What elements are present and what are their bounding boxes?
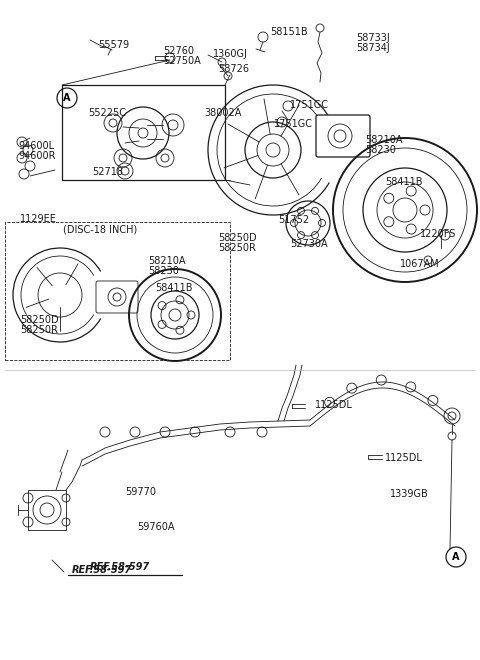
Text: REF.58-597: REF.58-597	[90, 562, 150, 572]
Text: 52718: 52718	[92, 167, 123, 177]
Text: 94600R: 94600R	[18, 151, 56, 161]
Text: 52750A: 52750A	[163, 56, 201, 66]
Text: 58250D: 58250D	[218, 233, 257, 243]
Text: 55579: 55579	[98, 40, 129, 50]
FancyBboxPatch shape	[316, 115, 370, 157]
Text: 1125DL: 1125DL	[385, 453, 423, 463]
Text: 58151B: 58151B	[270, 27, 308, 37]
Text: 1129EE: 1129EE	[20, 214, 57, 224]
Text: 58210A: 58210A	[148, 256, 185, 266]
Text: 58411B: 58411B	[155, 283, 192, 293]
Text: 58230: 58230	[148, 266, 179, 276]
FancyBboxPatch shape	[96, 281, 138, 313]
Text: 1067AM: 1067AM	[400, 259, 440, 269]
Text: 58733J: 58733J	[356, 33, 390, 43]
Text: 94600L: 94600L	[18, 141, 54, 151]
Bar	[28, 490, 66, 530]
Text: 1360GJ: 1360GJ	[213, 49, 248, 59]
Text: 1751GC: 1751GC	[290, 100, 329, 110]
Text: 52760: 52760	[163, 46, 194, 56]
Text: 1751GC: 1751GC	[274, 119, 313, 129]
Text: 58734J: 58734J	[356, 43, 390, 53]
Text: 1339GB: 1339GB	[390, 489, 429, 499]
Text: 59770: 59770	[125, 487, 156, 497]
Bar	[5, 222, 230, 360]
Text: 1220FS: 1220FS	[420, 229, 456, 239]
Text: 52730A: 52730A	[290, 239, 328, 249]
Text: 58726: 58726	[218, 64, 249, 74]
Text: REF.58-597: REF.58-597	[72, 565, 132, 575]
Bar	[62, 85, 225, 180]
Text: 51752: 51752	[278, 215, 309, 225]
Text: 58250R: 58250R	[20, 325, 58, 335]
Text: 58411B: 58411B	[385, 177, 422, 187]
Text: 1125DL: 1125DL	[315, 400, 353, 410]
Text: 59760A: 59760A	[137, 522, 175, 532]
Text: A: A	[63, 93, 71, 103]
Text: (DISC-18 INCH): (DISC-18 INCH)	[63, 224, 137, 234]
Text: 58250D: 58250D	[20, 315, 59, 325]
Text: A: A	[452, 552, 460, 562]
Text: 58210A: 58210A	[365, 135, 403, 145]
Text: 38002A: 38002A	[204, 108, 241, 118]
Text: 58250R: 58250R	[218, 243, 256, 253]
Text: 58230: 58230	[365, 145, 396, 155]
Text: 55225C: 55225C	[88, 108, 126, 118]
